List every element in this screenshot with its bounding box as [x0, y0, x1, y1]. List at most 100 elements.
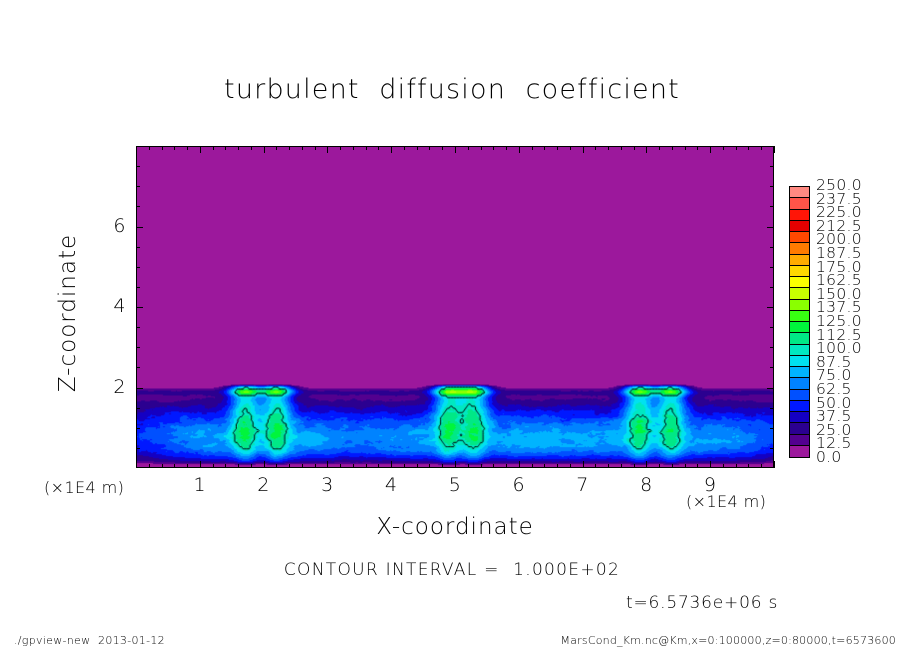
x-tick-top [710, 146, 711, 153]
x-tick-top [238, 146, 239, 150]
x-tick-top [481, 146, 482, 150]
colorbar-band [790, 344, 809, 356]
y-tick [136, 347, 140, 348]
x-tick [391, 461, 392, 468]
x-tick [429, 464, 430, 468]
x-tick-top [417, 146, 418, 150]
plot-area [136, 146, 774, 468]
x-tick [340, 464, 341, 468]
x-axis-unit-left: (×1E4 m) [44, 478, 125, 497]
x-tick-top [366, 146, 367, 150]
colorbar-tick-label: 100.0 [816, 339, 862, 358]
x-tick [710, 461, 711, 468]
colorbar-tick-label: 175.0 [816, 257, 862, 276]
colorbar-band [790, 322, 809, 334]
x-axis-unit-right: (×1E4 m) [686, 492, 767, 511]
x-tick-top [634, 146, 635, 150]
x-tick-top [455, 146, 456, 153]
y-tick-right [767, 388, 774, 389]
colorbar-tick-label: 187.5 [816, 244, 862, 262]
x-tick-label: 8 [640, 474, 653, 496]
x-tick [570, 464, 571, 468]
colorbar-tick-label: 237.5 [816, 189, 862, 208]
y-tick [136, 287, 140, 288]
x-tick-top [748, 146, 749, 150]
x-tick-top [544, 146, 545, 150]
contour-field-canvas [137, 147, 773, 467]
x-tick-top [570, 146, 571, 150]
y-tick-right [770, 347, 774, 348]
colorbar-band [790, 378, 809, 390]
colorbar-tick-label: 50.0 [816, 393, 852, 412]
y-axis-title: Z-coordinate [55, 233, 81, 393]
x-tick-label: 3 [321, 474, 334, 496]
x-tick-top [404, 146, 405, 150]
x-tick-label: 9 [703, 474, 717, 496]
x-tick [723, 464, 724, 468]
x-tick [187, 464, 188, 468]
colorbar-band [790, 355, 809, 367]
x-tick-top [264, 146, 265, 153]
colorbar-tick-label: 112.5 [816, 325, 862, 344]
x-tick [276, 464, 277, 468]
x-tick-top [162, 146, 163, 150]
x-tick-top [608, 146, 609, 150]
x-tick [442, 464, 443, 468]
colorbar-tick-label: 75.0 [816, 366, 852, 385]
colorbar-band [790, 423, 809, 435]
footer-source-label: MarsCond_Km.nc@Km,x=0:100000,z=0:80000,t… [560, 634, 896, 647]
colorbar-band [790, 434, 809, 446]
y-tick [136, 227, 143, 228]
y-tick-right [770, 408, 774, 409]
x-tick-top [736, 146, 737, 150]
x-tick [238, 464, 239, 468]
colorbar-tick-label: 225.0 [816, 203, 862, 222]
colorbar-band [790, 243, 809, 255]
x-tick [366, 464, 367, 468]
x-tick-top [519, 146, 520, 153]
x-tick-top [557, 146, 558, 150]
y-tick-right [770, 186, 774, 187]
x-tick-top [340, 146, 341, 150]
x-tick [315, 464, 316, 468]
x-tick-top [327, 146, 328, 153]
x-tick-top [697, 146, 698, 150]
x-tick-top [149, 146, 150, 150]
x-tick-top [391, 146, 392, 153]
x-tick [595, 464, 596, 468]
page-title: turbulent diffusion coefficient [224, 74, 680, 105]
x-tick [289, 464, 290, 468]
x-tick-top [583, 146, 584, 153]
y-tick-right [770, 166, 774, 167]
y-tick [136, 448, 140, 449]
x-tick [685, 464, 686, 468]
colorbar-band [790, 389, 809, 401]
y-tick [136, 367, 140, 368]
x-tick-top [761, 146, 762, 150]
y-tick-right [770, 267, 774, 268]
x-tick-top [595, 146, 596, 150]
y-tick [136, 388, 143, 389]
y-tick [136, 307, 143, 308]
x-tick [634, 464, 635, 468]
colorbar-band [790, 333, 809, 345]
colorbar-tick-label: 250.0 [816, 176, 862, 194]
colorbar-band [790, 400, 809, 412]
x-tick [353, 464, 354, 468]
x-tick [162, 464, 163, 468]
colorbar-band [790, 265, 809, 277]
y-tick [136, 267, 140, 268]
x-tick-top [442, 146, 443, 150]
x-tick-top [659, 146, 660, 150]
colorbar-tick-label: 150.0 [816, 284, 862, 303]
colorbar-tick-label: 200.0 [816, 230, 862, 249]
colorbar-band [790, 277, 809, 289]
x-tick [621, 464, 622, 468]
colorbar-band [790, 299, 809, 311]
x-tick-top [723, 146, 724, 150]
x-tick-top [429, 146, 430, 150]
colorbar-tick-label: 87.5 [816, 352, 852, 371]
x-tick-top [302, 146, 303, 150]
x-tick [646, 461, 647, 468]
colorbar-band [790, 412, 809, 424]
